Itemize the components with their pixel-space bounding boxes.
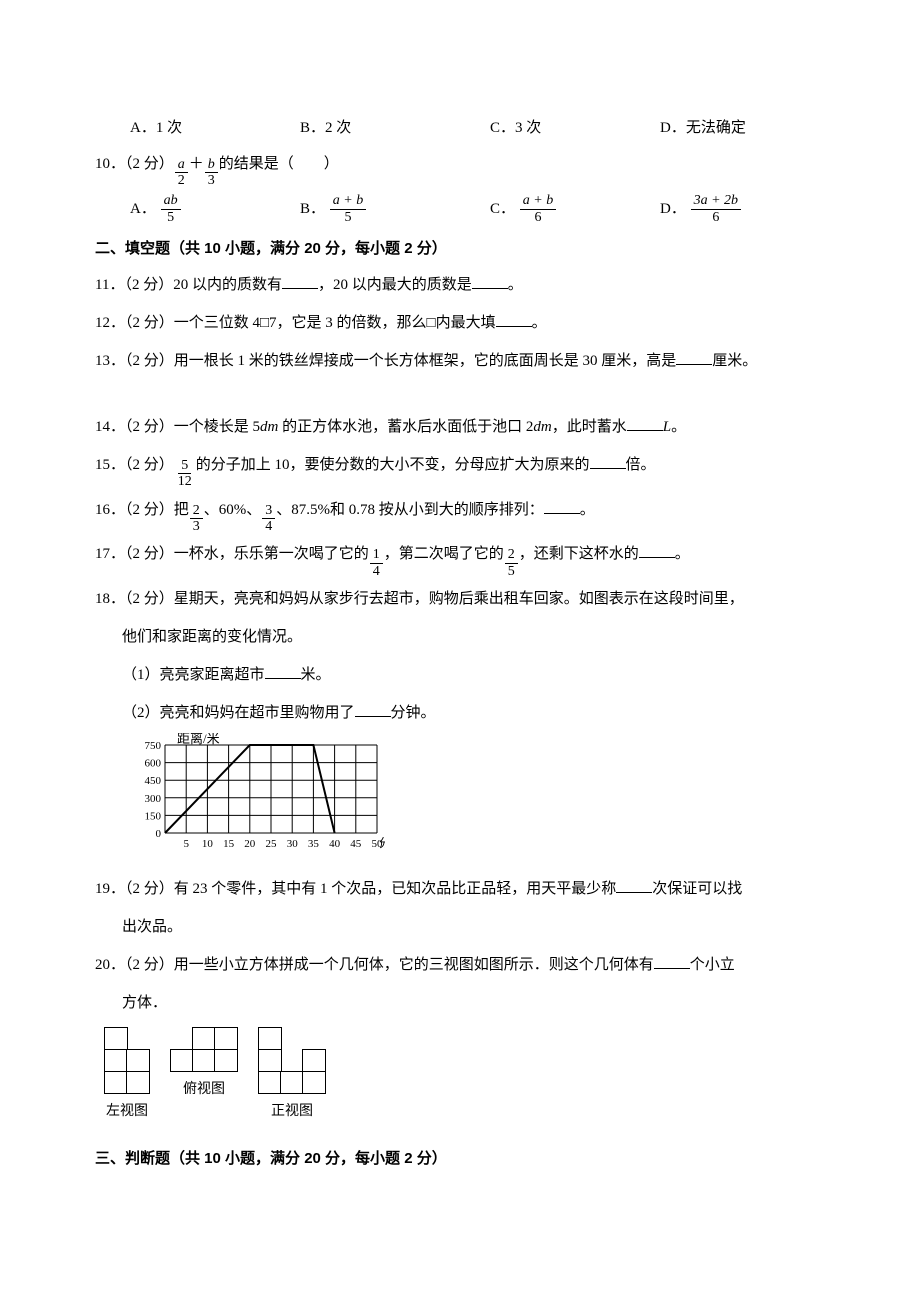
- q10-plus: ＋: [189, 146, 204, 182]
- front-view: 正视图: [259, 1027, 325, 1129]
- svg-text:300: 300: [145, 793, 162, 805]
- svg-text:距离/米: 距离/米: [177, 733, 220, 746]
- q9-optC: C．3 次: [490, 110, 660, 146]
- q10-frac2: b 3: [205, 157, 218, 189]
- section3-header: 三、判断题（共 10 小题，满分 20 分，每小题 2 分）: [95, 1141, 830, 1177]
- svg-text:30: 30: [287, 838, 299, 850]
- svg-text:600: 600: [145, 758, 162, 770]
- q10: 10．（2 分） a 2 ＋ b 3 的结果是（ ）: [95, 146, 830, 189]
- q10-mid: 的结果是（ ）: [219, 146, 339, 182]
- q16: 16．（2 分）把 23 、60%、 34 、87.5%和 0.78 按从小到大…: [95, 492, 830, 535]
- q9-options: A．1 次 B．2 次 C．3 次 D．无法确定: [95, 110, 830, 146]
- svg-text:40: 40: [329, 838, 341, 850]
- q14-blank: [627, 415, 663, 431]
- q18-2-blank: [355, 701, 391, 717]
- svg-text:35: 35: [308, 838, 320, 850]
- q12: 12．（2 分）一个三位数 4□7，它是 3 的倍数，那么□内最大填。: [95, 305, 830, 341]
- section2-header: 二、填空题（共 10 小题，满分 20 分，每小题 2 分）: [95, 231, 830, 267]
- q9-optD: D．无法确定: [660, 110, 830, 146]
- q10-prefix: 10．（2 分）: [95, 146, 174, 182]
- q19: 19．（2 分）有 23 个零件，其中有 1 个次品，已知次品比正品轻，用天平最…: [95, 871, 830, 907]
- views-figure: 左视图 俯视图 正视图: [95, 1027, 830, 1129]
- svg-text:10: 10: [202, 838, 214, 850]
- q18: 18．（2 分）星期天，亮亮和妈妈从家步行去超市，购物后乘出租车回家。如图表示在…: [95, 581, 830, 617]
- svg-text:5: 5: [183, 838, 189, 850]
- svg-text:20: 20: [244, 838, 256, 850]
- q12-blank: [496, 311, 532, 327]
- q18-sub1: （1）亮亮家距离超市米。: [95, 657, 830, 693]
- q18-1-blank: [265, 663, 301, 679]
- q19-blank: [616, 877, 652, 893]
- q9-optB: B．2 次: [300, 110, 490, 146]
- svg-text:25: 25: [266, 838, 278, 850]
- q20-blank: [654, 953, 690, 969]
- svg-text:450: 450: [145, 775, 162, 787]
- svg-text:150: 150: [145, 811, 162, 823]
- svg-text:45: 45: [350, 838, 362, 850]
- left-view: 左视图: [105, 1027, 149, 1129]
- q10-frac1: a 2: [175, 157, 188, 189]
- q17: 17．（2 分）一杯水，乐乐第一次喝了它的 14 ，第二次喝了它的 25 ，还剩…: [95, 536, 830, 579]
- q15: 15．（2 分） 512 的分子加上 10，要使分数的大小不变，分母应扩大为原来…: [95, 447, 830, 490]
- svg-text:15: 15: [223, 838, 235, 850]
- q18-chart: 距离/米75060045030015005101520253035404550分: [125, 733, 385, 853]
- q19-line2: 出次品。: [95, 909, 830, 945]
- q10-optA: A． ab5: [130, 191, 300, 227]
- q20-line2: 方体．: [95, 985, 830, 1021]
- q11-blank2: [472, 273, 508, 289]
- q10-optB: B． a + b5: [300, 191, 490, 227]
- q10-optC: C． a + b6: [490, 191, 660, 227]
- q10-options: A． ab5 B． a + b5 C． a + b6 D． 3a + 2b6: [95, 191, 830, 227]
- top-view: 俯视图: [171, 1027, 237, 1129]
- q10-optD: D． 3a + 2b6: [660, 191, 830, 227]
- q13-blank: [676, 349, 712, 365]
- distance-chart: 距离/米75060045030015005101520253035404550分: [125, 733, 385, 853]
- q16-blank: [544, 498, 580, 514]
- q9-optA: A．1 次: [130, 110, 300, 146]
- q20: 20．（2 分）用一些小立方体拼成一个几何体，它的三视图如图所示．则这个几何体有…: [95, 947, 830, 983]
- q14: 14．（2 分）一个棱长是 5dm 的正方体水池，蓄水后水面低于池口 2dm，此…: [95, 409, 830, 445]
- q11: 11．（2 分）20 以内的质数有，20 以内最大的质数是。: [95, 267, 830, 303]
- q13: 13．（2 分）用一根长 1 米的铁丝焊接成一个长方体框架，它的底面周长是 30…: [95, 343, 830, 379]
- q18-line2: 他们和家距离的变化情况。: [95, 619, 830, 655]
- svg-text:750: 750: [145, 740, 162, 752]
- q18-sub2: （2）亮亮和妈妈在超市里购物用了分钟。: [95, 695, 830, 731]
- q17-blank: [639, 542, 675, 558]
- q11-blank1: [282, 273, 318, 289]
- svg-text:分: 分: [379, 836, 385, 850]
- svg-text:0: 0: [156, 828, 162, 840]
- q15-blank: [590, 453, 626, 469]
